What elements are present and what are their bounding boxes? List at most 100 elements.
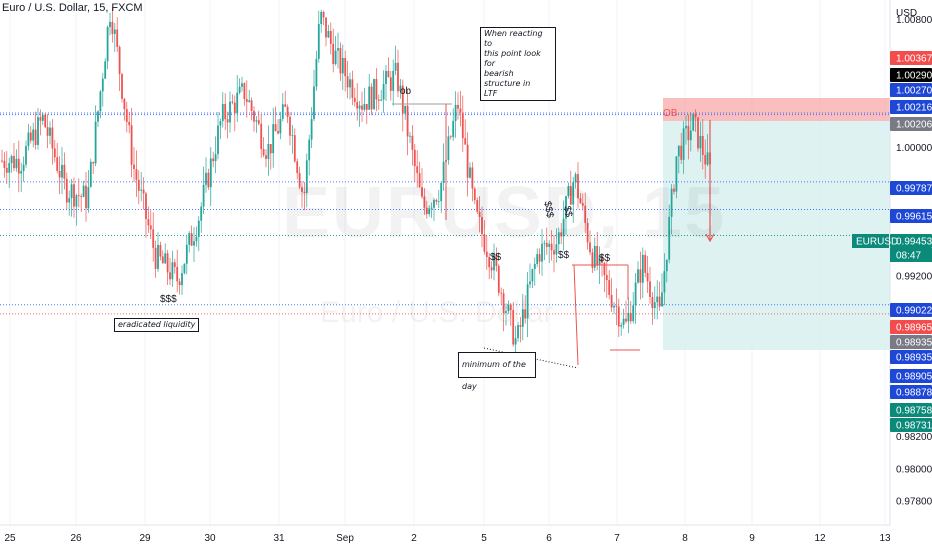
candle — [610, 278, 613, 312]
price-tag[interactable]: 0.98935 — [890, 335, 932, 349]
symbol-title[interactable]: Euro / U.S. Dollar, 15, FXCM — [2, 2, 143, 14]
candle — [404, 105, 407, 120]
annotation-liquidity-2[interactable]: $$ — [490, 252, 502, 263]
candle — [649, 266, 651, 304]
candle — [574, 172, 577, 189]
x-tick-label: 30 — [204, 533, 216, 544]
candle — [245, 80, 248, 118]
candle — [164, 243, 167, 264]
candle — [663, 253, 666, 306]
y-tick-label: 0.98200 — [896, 432, 932, 443]
candle — [13, 143, 15, 172]
candle — [505, 303, 507, 326]
stop-loss-zone[interactable] — [663, 98, 890, 121]
candle — [639, 251, 642, 300]
candle — [8, 157, 11, 188]
candle — [260, 114, 263, 158]
y-tick-label: 0.98000 — [896, 464, 932, 475]
annotation-liquidity-1[interactable]: $$$ — [160, 294, 177, 305]
price-tag[interactable]: 1.00367 — [890, 51, 932, 65]
annotation-liquidity-4[interactable]: $$ — [599, 253, 611, 264]
short-arrow-head[interactable] — [705, 233, 715, 243]
note-eradicated-liquidity[interactable]: eradicated liquidity — [114, 318, 200, 332]
annotation-ob[interactable]: ob — [400, 86, 412, 97]
candle — [682, 121, 685, 174]
price-tag[interactable]: 0.98935 — [890, 350, 932, 364]
candle — [685, 115, 687, 145]
price-tag[interactable]: 1.00270 — [890, 83, 932, 97]
candle — [224, 93, 227, 131]
price-tag[interactable]: 0.99787 — [890, 181, 932, 195]
candle — [53, 139, 56, 163]
candle — [39, 109, 42, 136]
candle — [185, 236, 188, 275]
candle — [560, 222, 563, 245]
candle — [569, 170, 572, 206]
candle — [65, 172, 68, 210]
candle — [111, 7, 114, 43]
candle — [555, 228, 558, 263]
annotation-liquidity-5[interactable]: $$ — [561, 205, 574, 218]
price-tag[interactable]: 0.98905 — [890, 369, 932, 383]
svg-text:0.99615: 0.99615 — [896, 212, 932, 223]
candle — [704, 139, 707, 179]
legend-symbol-tag[interactable]: EURUSD — [852, 234, 898, 248]
price-tag[interactable]: 0.99453 — [890, 234, 932, 248]
candle — [49, 121, 51, 145]
candle — [394, 45, 397, 76]
candle — [166, 249, 169, 285]
candle — [99, 90, 102, 119]
candle — [677, 145, 680, 174]
red-seg-3[interactable] — [573, 264, 579, 366]
candle — [92, 161, 95, 174]
candle — [236, 75, 239, 123]
candle — [449, 135, 452, 140]
candle — [22, 156, 25, 182]
candle — [428, 205, 431, 217]
price-tag[interactable]: 1.00216 — [890, 100, 932, 114]
candle — [459, 91, 462, 127]
candle — [315, 50, 318, 91]
candle — [413, 144, 416, 182]
candle — [346, 60, 349, 99]
candle — [353, 87, 356, 107]
candle — [15, 149, 18, 172]
candle — [157, 232, 159, 272]
price-tag[interactable]: 1.00206 — [890, 117, 932, 131]
candle — [351, 70, 354, 106]
candle — [349, 72, 351, 100]
candle — [44, 113, 47, 129]
candle — [171, 250, 174, 287]
candle — [665, 259, 668, 283]
x-tick-label: 2 — [411, 533, 417, 544]
candle — [526, 271, 529, 338]
candle — [454, 91, 457, 138]
annotation-liquidity-3[interactable]: $$ — [558, 250, 570, 261]
candle — [70, 179, 73, 217]
candle — [399, 79, 402, 99]
candle — [471, 162, 474, 202]
note-minimum-of-day[interactable]: minimum of the day — [458, 352, 536, 391]
candle — [68, 190, 71, 216]
price-tag[interactable]: 1.00290 — [890, 68, 932, 82]
x-tick-label: 7 — [614, 533, 620, 544]
candle — [5, 151, 8, 185]
price-tag[interactable]: 0.98758 — [890, 403, 932, 417]
price-tag[interactable]: 0.99022 — [890, 303, 932, 317]
candle — [670, 184, 673, 235]
candle — [442, 143, 445, 191]
candle — [440, 181, 443, 213]
candle — [301, 181, 303, 208]
price-tag[interactable]: 0.98965 — [890, 320, 932, 334]
candle — [627, 296, 630, 334]
annotation-ob-caps[interactable]: OB — [663, 108, 678, 119]
price-tag[interactable]: 0.98878 — [890, 385, 932, 399]
candle — [581, 193, 584, 211]
price-tag[interactable]: 0.99615 — [890, 209, 932, 223]
candle — [293, 128, 296, 163]
price-tag[interactable]: 0.98731 — [890, 418, 932, 432]
candle — [706, 133, 709, 167]
candle — [512, 301, 515, 347]
note-bearish-structure[interactable]: When reacting to this point look for bea… — [480, 27, 556, 101]
